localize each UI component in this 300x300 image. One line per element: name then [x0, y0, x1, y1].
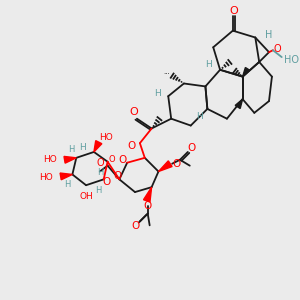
Text: H: H — [154, 89, 160, 98]
Text: O: O — [230, 6, 238, 16]
Text: H: H — [94, 186, 101, 195]
Polygon shape — [143, 187, 152, 202]
Text: O: O — [274, 44, 281, 54]
Text: O: O — [130, 107, 138, 117]
Polygon shape — [235, 99, 243, 109]
Text: O: O — [96, 158, 104, 168]
Text: O: O — [103, 177, 111, 187]
Text: O: O — [188, 143, 196, 153]
Text: HO: HO — [43, 155, 57, 164]
Text: HO: HO — [99, 133, 112, 142]
Polygon shape — [94, 141, 102, 152]
Text: ···: ··· — [163, 71, 170, 77]
Polygon shape — [243, 68, 250, 76]
Text: H: H — [68, 146, 75, 154]
Text: H: H — [97, 168, 104, 177]
Text: O: O — [113, 171, 122, 182]
Text: H: H — [265, 30, 272, 40]
Text: O: O — [132, 221, 140, 231]
Polygon shape — [158, 161, 172, 172]
Text: O: O — [128, 141, 136, 151]
Text: HO: HO — [284, 55, 299, 65]
Text: HO: HO — [39, 173, 53, 182]
Text: OH: OH — [79, 193, 93, 202]
Text: O: O — [172, 159, 180, 169]
Text: O: O — [108, 155, 115, 164]
Polygon shape — [60, 173, 72, 180]
Text: H: H — [206, 60, 212, 69]
Text: H: H — [196, 112, 202, 121]
Text: H: H — [79, 142, 86, 152]
Text: O: O — [144, 201, 152, 211]
Text: H: H — [64, 180, 71, 189]
Text: O: O — [118, 155, 126, 165]
Polygon shape — [64, 156, 76, 163]
